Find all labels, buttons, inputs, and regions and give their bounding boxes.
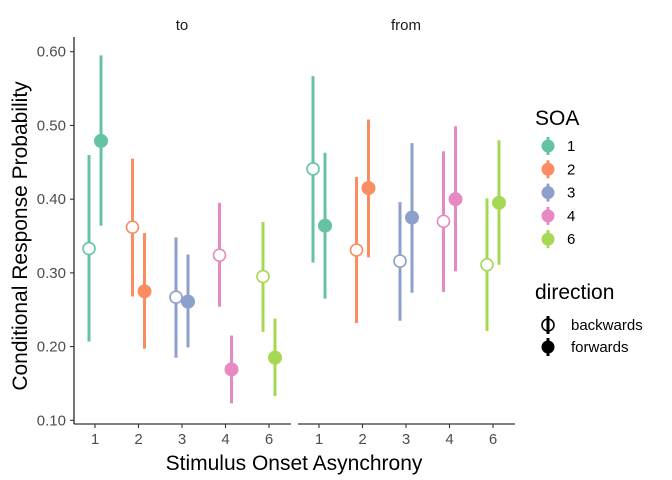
y-axis-title: Conditional Response Probability bbox=[9, 81, 32, 391]
data-point-filled bbox=[268, 350, 282, 365]
x-tick-label: 6 bbox=[489, 431, 497, 448]
legend-soa-keys: 1 2 3 4 6 bbox=[541, 137, 575, 249]
data-point-filled bbox=[181, 294, 195, 309]
axes-layer: 0.10 0.20 0.30 0.40 0.50 0.60 1 2 3 4 6 1 2 3 4 6 bbox=[37, 37, 515, 448]
data-point-filled bbox=[361, 181, 376, 196]
legend-label-soa: 3 bbox=[567, 185, 575, 202]
panels-layer bbox=[82, 55, 506, 404]
data-point-filled bbox=[94, 133, 108, 148]
x-tick-label: 1 bbox=[315, 431, 323, 448]
y-tick-label: 0.50 bbox=[37, 117, 66, 134]
data-point-hollow bbox=[169, 290, 183, 305]
x-tick-label: 4 bbox=[445, 431, 453, 448]
legend-label-direction: forwards bbox=[571, 339, 629, 356]
legend-label-direction: backwards bbox=[571, 317, 643, 334]
x-axis-title: Stimulus Onset Asynchrony bbox=[166, 452, 423, 475]
data-point-hollow bbox=[480, 257, 494, 272]
y-tick-label: 0.60 bbox=[37, 44, 66, 61]
data-point-hollow bbox=[256, 269, 270, 284]
data-point-hollow bbox=[82, 241, 96, 256]
legend-key-point bbox=[541, 186, 555, 200]
panel-title-to: to bbox=[176, 17, 189, 34]
legend-key-point bbox=[541, 209, 555, 223]
x-tick-label: 1 bbox=[91, 431, 99, 448]
data-point-filled bbox=[492, 195, 506, 210]
data-point-hollow bbox=[349, 243, 364, 257]
data-point-filled bbox=[137, 284, 152, 299]
legend-title-soa: SOA bbox=[535, 107, 579, 130]
x-tick-label: 3 bbox=[178, 431, 186, 448]
legend-label-soa: 2 bbox=[567, 161, 575, 178]
legend-direction-keys: backwards forwards bbox=[541, 316, 643, 356]
legend-label-soa: 4 bbox=[567, 208, 575, 225]
x-tick-label: 2 bbox=[134, 431, 142, 448]
legend: SOA 1 2 3 4 6 direction backwards forwards bbox=[535, 107, 643, 356]
y-tick-label: 0.40 bbox=[37, 191, 66, 208]
legend-label-soa: 6 bbox=[567, 231, 575, 248]
x-tick-label: 3 bbox=[402, 431, 410, 448]
legend-title-direction: direction bbox=[535, 281, 614, 304]
legend-key-point bbox=[541, 139, 555, 153]
y-tick-label: 0.10 bbox=[37, 412, 66, 429]
legend-key-point bbox=[541, 232, 555, 246]
data-point-hollow bbox=[212, 248, 227, 262]
y-tick-label: 0.20 bbox=[37, 339, 66, 356]
y-tick-label: 0.30 bbox=[37, 265, 66, 282]
data-point-filled bbox=[318, 218, 332, 233]
data-point-filled bbox=[224, 362, 239, 377]
data-point-hollow bbox=[125, 220, 140, 234]
x-tick-label: 2 bbox=[358, 431, 366, 448]
data-point-hollow bbox=[393, 254, 407, 268]
data-point-filled bbox=[448, 192, 463, 207]
x-tick-label: 4 bbox=[221, 431, 229, 448]
data-point-hollow bbox=[436, 214, 451, 229]
x-tick-label: 6 bbox=[265, 431, 273, 448]
data-point-hollow bbox=[306, 162, 320, 176]
legend-key-point bbox=[541, 162, 555, 176]
panel-title-from: from bbox=[391, 17, 421, 34]
legend-label-soa: 1 bbox=[567, 138, 575, 155]
legend-key-filled bbox=[541, 340, 555, 354]
data-point-filled bbox=[405, 210, 419, 225]
